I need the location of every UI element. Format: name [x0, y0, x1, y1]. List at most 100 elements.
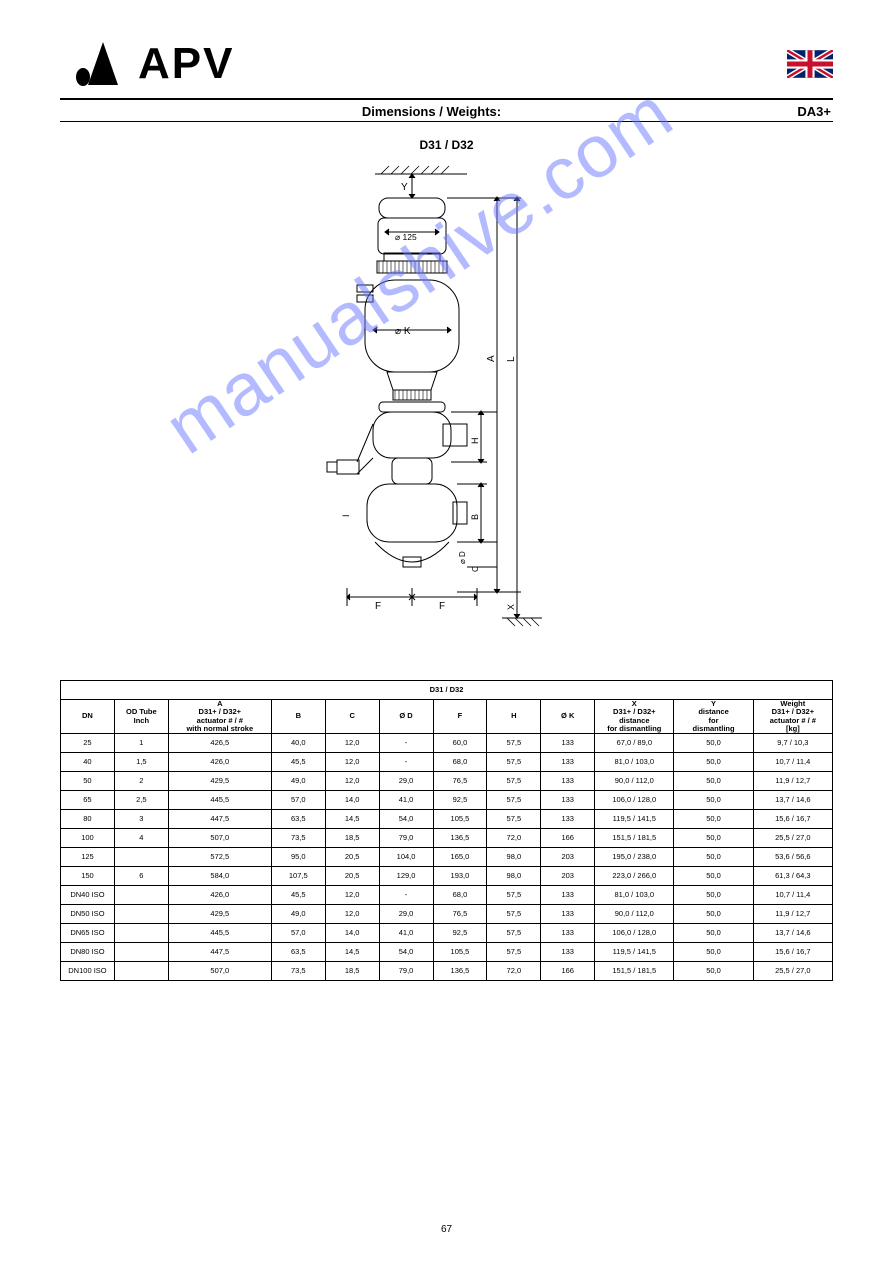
table-cell: 426,0	[168, 753, 271, 772]
table-cell: 73,5	[271, 962, 325, 981]
table-cell: 90,0 / 112,0	[595, 905, 674, 924]
table-row: DN50 ISO429,549,012,029,076,557,513390,0…	[61, 905, 833, 924]
table-cell: 106,0 / 128,0	[595, 791, 674, 810]
table-cell	[114, 905, 168, 924]
table-cell: 79,0	[379, 829, 433, 848]
table-cell: 133	[541, 943, 595, 962]
table-cell: 57,5	[487, 943, 541, 962]
svg-text:I: I	[341, 514, 351, 517]
table-cell: DN50 ISO	[61, 905, 115, 924]
svg-text:Y: Y	[401, 182, 408, 193]
table-cell: 63,5	[271, 810, 325, 829]
table-cell: 57,5	[487, 886, 541, 905]
table-cell: 15,6 / 16,7	[753, 943, 832, 962]
table-cell: 18,5	[325, 962, 379, 981]
table-cell: 151,5 / 181,5	[595, 829, 674, 848]
table-row: 1004507,073,518,579,0136,572,0166151,5 /…	[61, 829, 833, 848]
table-row: 1506584,0107,520,5129,0193,098,0203223,0…	[61, 867, 833, 886]
column-header: Ø D	[379, 700, 433, 734]
table-cell: 14,0	[325, 924, 379, 943]
table-cell: 223,0 / 266,0	[595, 867, 674, 886]
table-row: 125572,595,020,5104,0165,098,0203195,0 /…	[61, 848, 833, 867]
table-row: 401,5426,045,512,0-68,057,513381,0 / 103…	[61, 753, 833, 772]
table-cell: 133	[541, 924, 595, 943]
table-cell: 2,5	[114, 791, 168, 810]
table-cell: 426,5	[168, 734, 271, 753]
svg-text:X: X	[506, 604, 516, 610]
logo: APV	[60, 38, 234, 90]
table-cell: 133	[541, 753, 595, 772]
table-cell: 25,5 / 27,0	[753, 829, 832, 848]
table-cell: 40,0	[271, 734, 325, 753]
table-super-header: D31 / D32	[61, 681, 833, 700]
table-cell: 80	[61, 810, 115, 829]
technical-diagram: Y ⌀ 125	[297, 162, 597, 662]
table-cell: 20,5	[325, 867, 379, 886]
table-cell: 203	[541, 867, 595, 886]
table-cell: 98,0	[487, 867, 541, 886]
table-cell: 105,5	[433, 943, 487, 962]
divider	[60, 98, 833, 100]
table-cell: 65	[61, 791, 115, 810]
column-header: Ø K	[541, 700, 595, 734]
table-cell: 50,0	[674, 943, 753, 962]
table-cell: 165,0	[433, 848, 487, 867]
table-cell: 12,0	[325, 905, 379, 924]
svg-text:F: F	[375, 601, 381, 612]
subtitle-left	[62, 104, 66, 119]
table-cell	[114, 886, 168, 905]
table-cell: 57,5	[487, 753, 541, 772]
column-header: XD31+ / D32+distancefor dismantling	[595, 700, 674, 734]
table-cell: 104,0	[379, 848, 433, 867]
table-cell: 166	[541, 962, 595, 981]
table-cell: 584,0	[168, 867, 271, 886]
table-cell	[114, 943, 168, 962]
table-cell: 429,5	[168, 905, 271, 924]
table-cell: DN100 ISO	[61, 962, 115, 981]
table-cell: 1,5	[114, 753, 168, 772]
table-cell: 41,0	[379, 924, 433, 943]
table-cell: 57,5	[487, 924, 541, 943]
column-header: OD TubeInch	[114, 700, 168, 734]
table-cell: 14,0	[325, 791, 379, 810]
table-cell: 50,0	[674, 848, 753, 867]
svg-text:A: A	[486, 355, 497, 362]
table-row: 251426,540,012,0-60,057,513367,0 / 89,05…	[61, 734, 833, 753]
table-cell: 4	[114, 829, 168, 848]
table-cell: 95,0	[271, 848, 325, 867]
table-cell: 57,0	[271, 791, 325, 810]
column-header: AD31+ / D32+actuator # / #with normal st…	[168, 700, 271, 734]
table-cell: 133	[541, 734, 595, 753]
table-cell: 10,7 / 11,4	[753, 886, 832, 905]
page-number: 67	[0, 1224, 893, 1235]
uk-flag-icon	[787, 50, 833, 78]
table-cell: 50,0	[674, 962, 753, 981]
svg-text:⌀ 125: ⌀ 125	[395, 232, 417, 242]
table-cell: 98,0	[487, 848, 541, 867]
column-header: Ydistancefordismantling	[674, 700, 753, 734]
svg-text:L: L	[506, 356, 517, 362]
table-cell: 193,0	[433, 867, 487, 886]
table-cell: 50,0	[674, 905, 753, 924]
table-cell: 72,0	[487, 962, 541, 981]
table-cell: -	[379, 886, 433, 905]
table-cell: 57,5	[487, 772, 541, 791]
table-cell: 136,5	[433, 962, 487, 981]
table-cell: 11,9 / 12,7	[753, 772, 832, 791]
table-cell: 53,6 / 56,6	[753, 848, 832, 867]
table-cell	[114, 924, 168, 943]
table-cell: 133	[541, 905, 595, 924]
table-cell: -	[379, 734, 433, 753]
table-cell: 81,0 / 103,0	[595, 886, 674, 905]
table-cell: 50,0	[674, 867, 753, 886]
table-row: 652,5445,557,014,041,092,557,5133106,0 /…	[61, 791, 833, 810]
column-header: F	[433, 700, 487, 734]
table-cell: 67,0 / 89,0	[595, 734, 674, 753]
table-cell: 203	[541, 848, 595, 867]
table-cell: 25,5 / 27,0	[753, 962, 832, 981]
table-cell: 60,0	[433, 734, 487, 753]
table-cell: 29,0	[379, 772, 433, 791]
table-cell: 68,0	[433, 753, 487, 772]
table-cell: 3	[114, 810, 168, 829]
table-cell: 129,0	[379, 867, 433, 886]
